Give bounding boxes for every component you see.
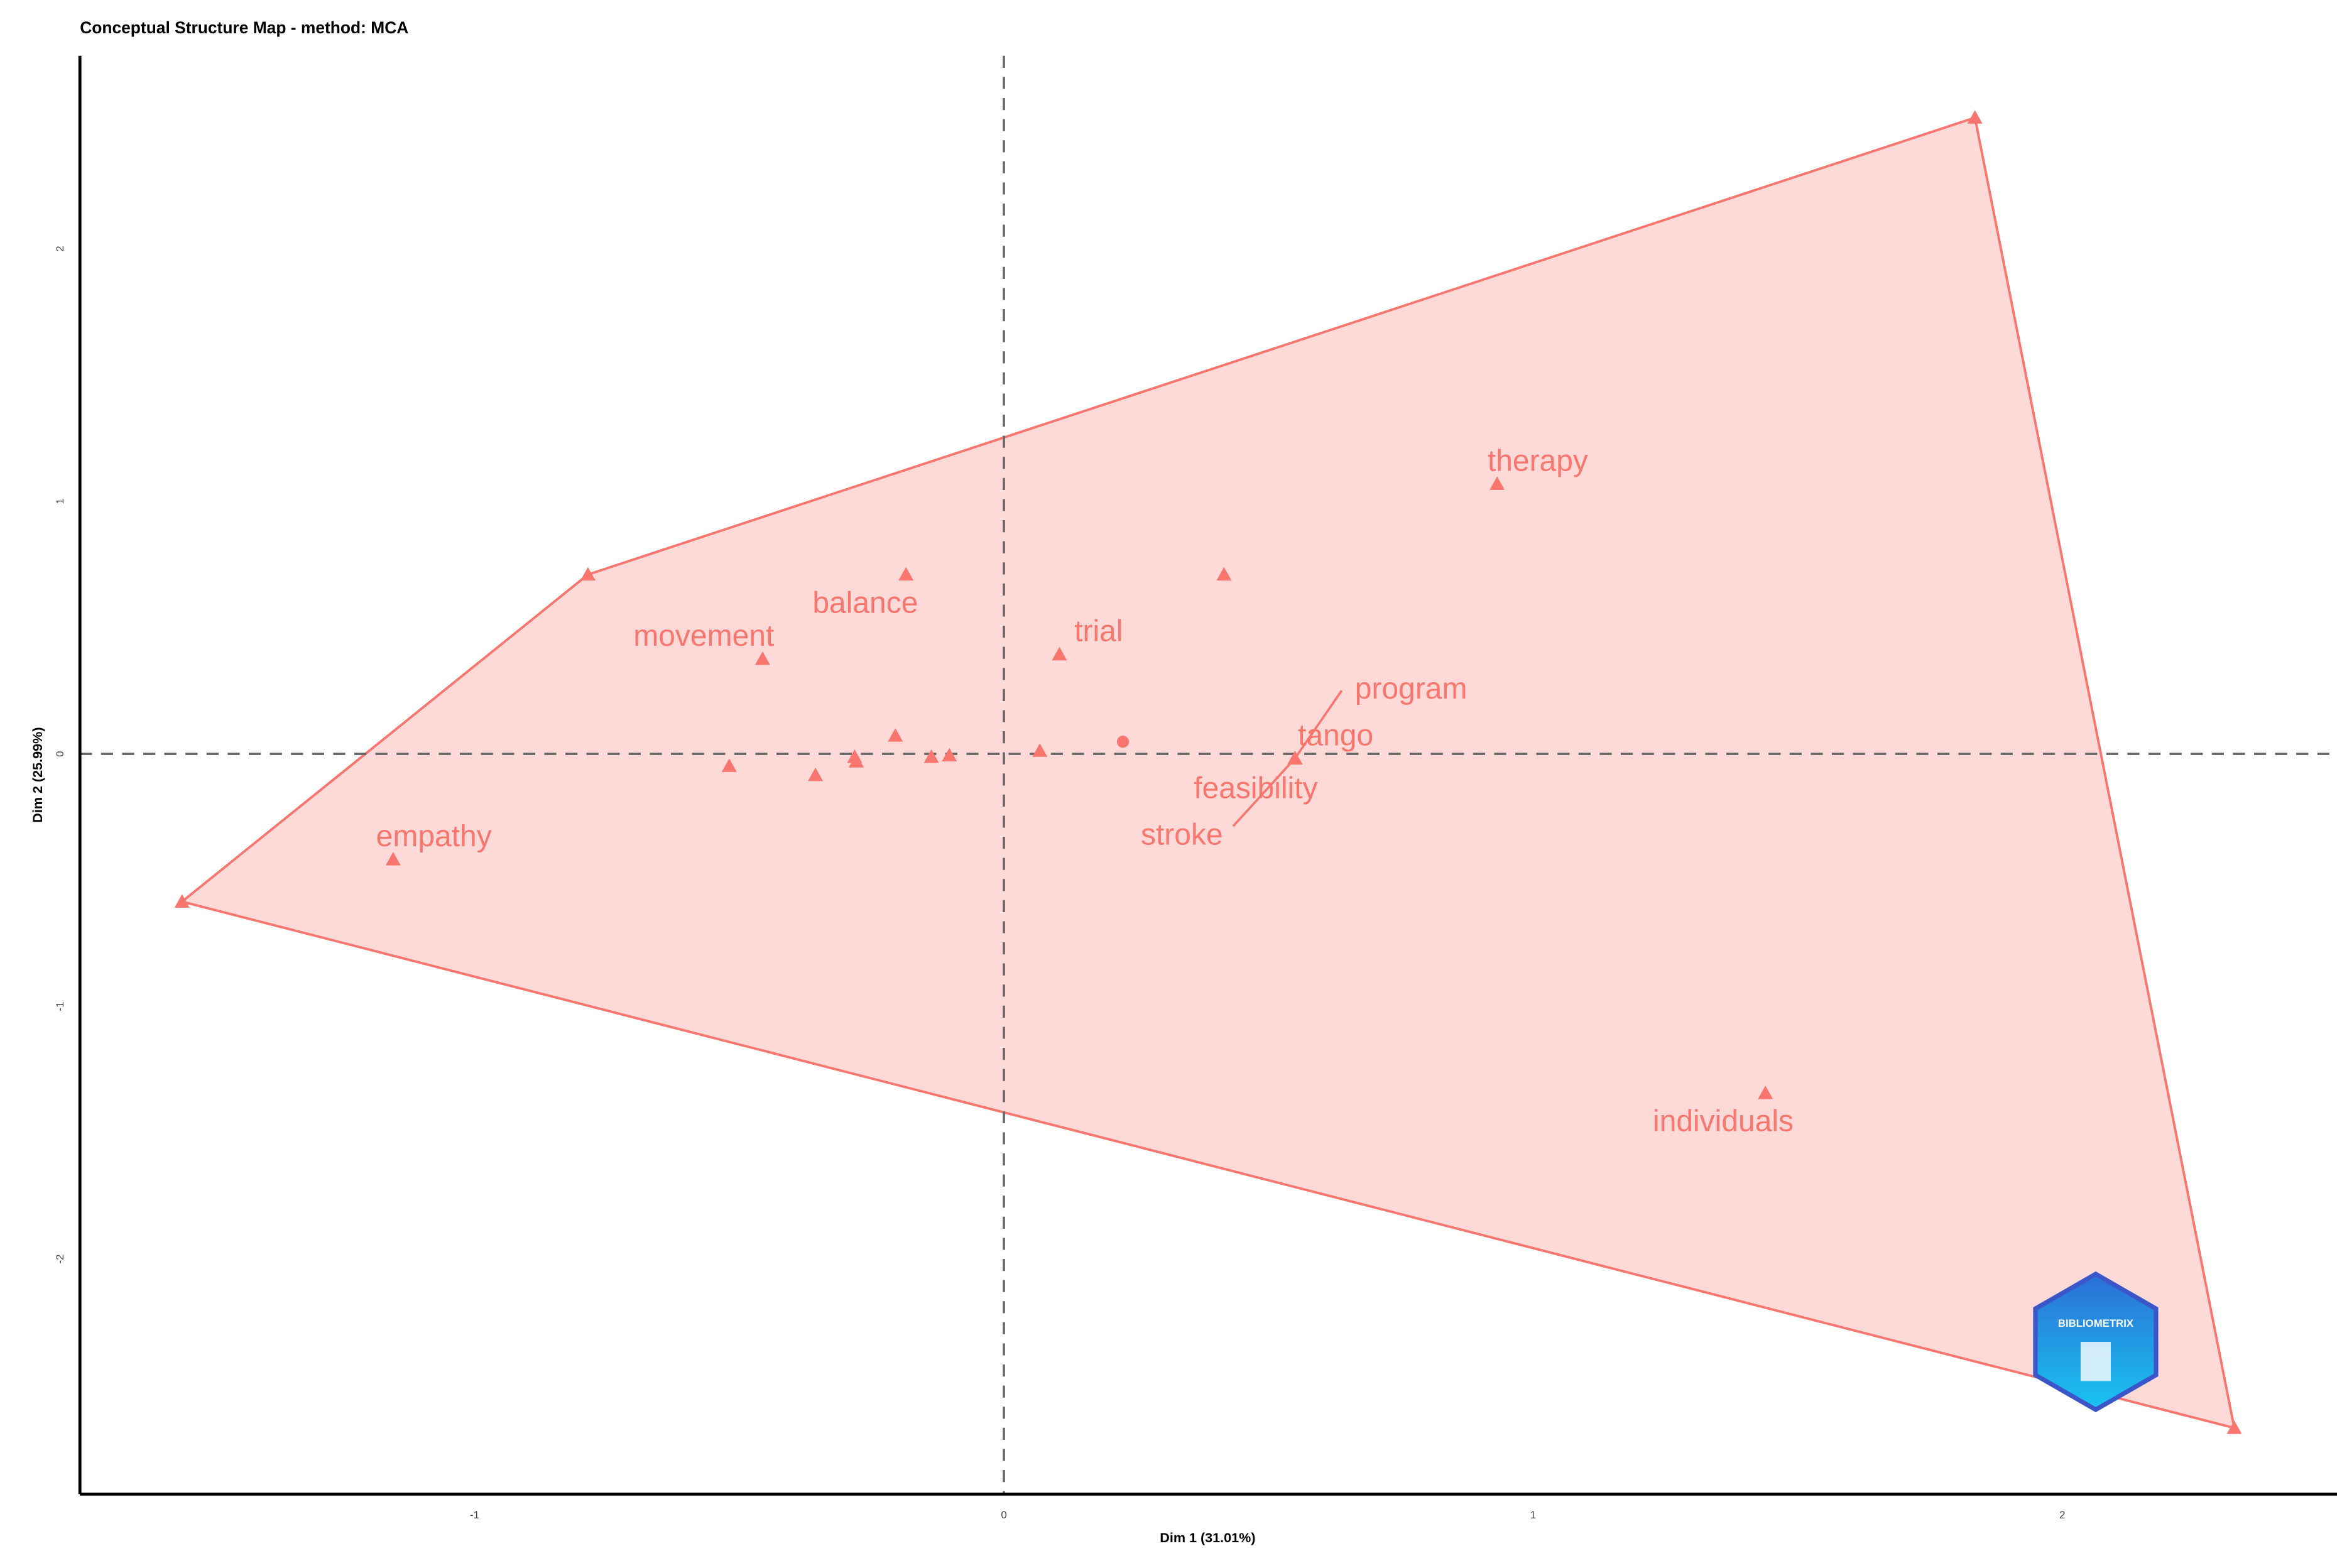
point-label: movement (633, 619, 774, 653)
point (754, 651, 770, 665)
point (1489, 476, 1505, 490)
centroid-point (1116, 736, 1130, 748)
x-tick-label: 2 (2059, 1509, 2065, 1521)
point-label: individuals (1653, 1105, 1794, 1138)
point-label: balance (812, 586, 918, 619)
y-tick-label: 1 (54, 498, 66, 504)
logo-figure (2080, 1341, 2111, 1381)
label-leader (1232, 758, 1296, 827)
point (848, 754, 864, 768)
x-tick-label: -1 (470, 1509, 479, 1521)
point (808, 767, 824, 781)
point (898, 567, 914, 581)
point-label: program (1355, 672, 1468, 705)
chart-title: Conceptual Structure Map - method: MCA (80, 18, 408, 37)
point-label: therapy (1488, 444, 1588, 477)
point (580, 567, 596, 581)
point (923, 749, 939, 763)
label-leader (1293, 690, 1343, 760)
point (2226, 1420, 2242, 1434)
point (174, 894, 190, 908)
point-label: trial (1074, 615, 1123, 648)
point (1032, 743, 1048, 757)
point-label: tango (1298, 719, 1373, 752)
point (721, 758, 737, 772)
y-tick-label: -1 (54, 1002, 66, 1011)
point (1216, 567, 1232, 581)
x-tick-label: 1 (1530, 1509, 1536, 1521)
y-tick-label: 0 (54, 751, 66, 756)
plot-area: empathy movement balance trial therapy indivi… (80, 55, 2337, 1494)
logo-text: BIBLIOMETRIX (2058, 1317, 2134, 1329)
x-axis-title: Dim 1 (31.01%) (1160, 1530, 1255, 1545)
point-label: feasibility (1194, 771, 1317, 805)
point (1052, 646, 1067, 661)
logo: BIBLIOMETRIX (2033, 1271, 2159, 1413)
point (1967, 110, 1983, 124)
point (888, 728, 903, 742)
point-label: empathy (376, 820, 492, 853)
point (1758, 1085, 1773, 1099)
y-axis-title: Dim 2 (25.99%) (30, 727, 45, 822)
x-tick-label: 0 (1001, 1509, 1006, 1521)
point (942, 748, 957, 762)
point-label: stroke (1141, 819, 1223, 852)
y-tick-label: -2 (54, 1255, 66, 1264)
y-tick-label: 2 (54, 246, 66, 251)
point (385, 852, 401, 866)
